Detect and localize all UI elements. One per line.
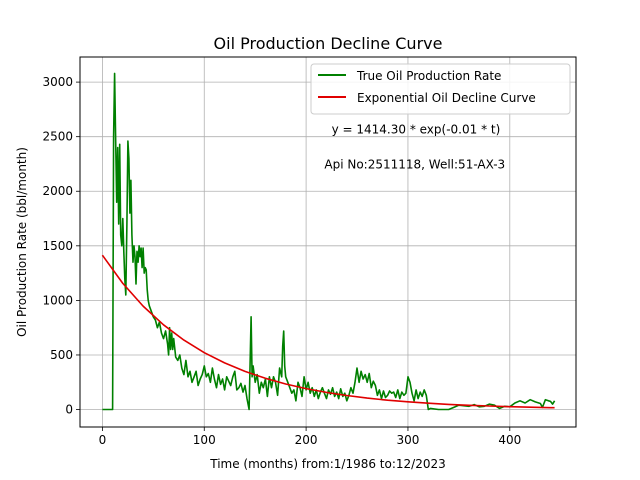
x-tick-label: 100: [193, 433, 216, 447]
tick-layer: 0 100 200 300 400 0 500 1000 1500 2000 2500 3000: [42, 75, 521, 447]
x-tick-label: 400: [498, 433, 521, 447]
chart-title: Oil Production Decline Curve: [214, 34, 443, 53]
x-tick-label: 200: [295, 433, 318, 447]
y-axis-label: Oil Production Rate (bbl/month): [15, 147, 29, 337]
equation-annotation: y = 1414.30 * exp(-0.01 * t): [332, 122, 501, 136]
grid-layer: [80, 57, 576, 427]
y-tick-label: 500: [50, 348, 73, 362]
exponential-decline-curve-line: [101, 254, 555, 409]
legend: True Oil Production Rate Exponential Oil…: [310, 63, 571, 115]
y-tick-label: 3000: [42, 75, 73, 89]
plot-frame: [79, 56, 577, 428]
y-tick-label: 1500: [42, 239, 73, 253]
legend-label-decline-curve: Exponential Oil Decline Curve: [357, 91, 536, 105]
y-tick-label: 0: [65, 403, 73, 417]
legend-box: [310, 63, 571, 115]
true-oil-production-rate-line: [102, 72, 556, 411]
y-tick-label: 2500: [42, 130, 73, 144]
y-tick-label: 1000: [42, 293, 73, 307]
well-annotation: Api No:2511118, Well:51-AX-3: [324, 157, 505, 171]
x-tick-label: 0: [99, 433, 107, 447]
legend-label-true-rate: True Oil Production Rate: [356, 69, 501, 83]
x-tick-label: 300: [396, 433, 419, 447]
y-tick-label: 2000: [42, 184, 73, 198]
series-layer: [101, 72, 556, 411]
x-axis-label: Time (months) from:1/1986 to:12/2023: [209, 457, 446, 471]
